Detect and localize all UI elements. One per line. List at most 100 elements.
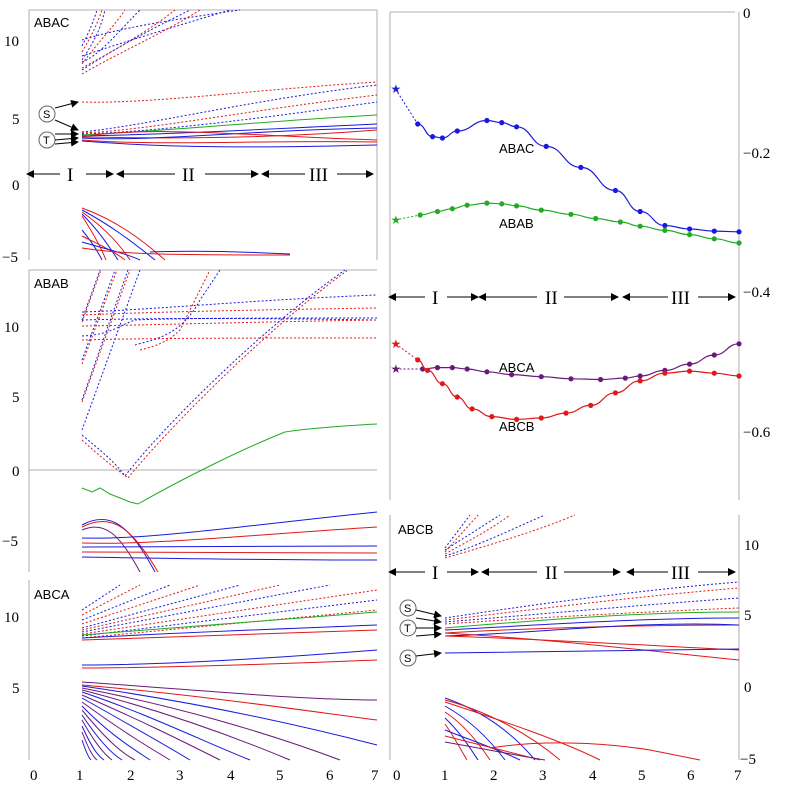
data-point-abab <box>434 208 441 215</box>
ytick-minus0.4: −0.4 <box>743 285 771 301</box>
negative-continuum <box>444 697 701 761</box>
region-arrows: I II III <box>26 165 374 186</box>
state-markers: S T S <box>399 599 442 667</box>
data-point-abac <box>686 226 693 232</box>
xtick-4: 4 <box>589 768 597 784</box>
data-point-abcb <box>538 415 544 421</box>
data-point-abcb <box>686 368 693 374</box>
x-axis-ticks: 0 1 2 3 4 5 6 7 <box>30 768 379 784</box>
ytick-0: 0 <box>744 680 752 696</box>
curve-leadin-abab <box>395 214 421 221</box>
curve-abcb <box>417 359 740 421</box>
state-markers: S T <box>38 99 79 149</box>
data-point-abcb <box>711 370 717 376</box>
curve-label-abcb: ABCB <box>499 419 534 434</box>
ytick-minus0.6: −0.6 <box>743 425 771 441</box>
curve-label-abab: ABAB <box>499 216 534 231</box>
ytick-5: 5 <box>744 608 752 624</box>
data-point-abab <box>637 223 643 229</box>
data-point-abcb <box>489 414 495 420</box>
data-point-abcb <box>425 367 431 373</box>
data-point-abcb <box>454 394 460 400</box>
state-marker-s2 <box>399 649 417 667</box>
data-point-abab <box>711 236 717 242</box>
data-point-abca <box>538 374 544 380</box>
ytick-minus0.2: −0.2 <box>743 146 770 162</box>
green-level <box>81 423 378 505</box>
state-marker-s <box>399 599 417 617</box>
region-label-ii: II <box>545 288 558 309</box>
xtick-7: 7 <box>734 768 742 784</box>
data-point-abac <box>513 124 520 130</box>
panel-label-abab: ABAB <box>34 276 69 291</box>
energy-curves: ★ ★ ★ ★ <box>390 82 742 422</box>
curve-labels: ABAC ABAB ABCA ABCB <box>499 141 535 434</box>
region-label-ii: II <box>182 165 195 186</box>
curve-leadin-abcb <box>395 343 419 361</box>
state-marker-t-label: T <box>404 623 411 635</box>
start-marker-abac: ★ <box>390 82 401 96</box>
negative-continuum <box>81 511 378 573</box>
data-point-abac <box>429 134 436 140</box>
negative-continuum <box>81 207 291 261</box>
data-point-abca <box>464 366 470 372</box>
curve-label-abca: ABCA <box>499 360 535 375</box>
data-point-abab <box>513 203 520 209</box>
region-arrows: I II III <box>388 563 736 584</box>
data-point-abab <box>568 211 574 217</box>
curve-abab <box>420 202 740 244</box>
data-point-abcb <box>736 373 742 379</box>
region-label-iii: III <box>309 165 328 186</box>
data-point-abac <box>578 164 584 170</box>
data-point-abca <box>449 365 455 371</box>
data-point-abca <box>434 365 441 371</box>
high-dotted-levels <box>81 9 241 75</box>
data-point-abcb <box>439 381 446 387</box>
region-label-i: I <box>67 165 73 186</box>
data-point-abca <box>509 372 515 378</box>
ytick-10: 10 <box>4 34 19 50</box>
data-point-abab <box>617 219 623 225</box>
state-marker-s-label: S <box>404 603 411 615</box>
state-marker-s-label: S <box>43 109 50 121</box>
data-point-abac <box>415 121 421 127</box>
xtick-3: 3 <box>176 768 184 784</box>
xtick-2: 2 <box>490 768 498 784</box>
data-point-abac <box>711 228 717 234</box>
data-point-abca <box>686 361 693 367</box>
data-point-abab <box>464 202 470 208</box>
data-point-abcb <box>612 390 619 396</box>
data-point-abca <box>711 352 717 358</box>
data-point-abac <box>499 120 505 126</box>
xtick-7: 7 <box>371 768 379 784</box>
region-label-ii: II <box>545 563 558 584</box>
xtick-5: 5 <box>276 768 284 784</box>
region-label-i: I <box>432 288 438 309</box>
xtick-4: 4 <box>227 768 235 784</box>
panel-abcb-spectrum: ABCB 10 5 0 −5 <box>388 514 759 784</box>
data-point-abab <box>499 201 505 207</box>
state-marker-s2-label: S <box>404 653 411 665</box>
data-point-abac <box>439 135 446 141</box>
ytick-minus5: −5 <box>2 250 18 266</box>
state-marker-s <box>38 105 56 123</box>
region-label-iii: III <box>671 563 690 584</box>
panel-abac-spectrum: ABAC 10 5 0 −5 <box>2 9 378 266</box>
mid-levels <box>81 611 378 669</box>
data-point-abca <box>484 369 490 375</box>
panel-abab-spectrum: ABAB 10 5 0 −5 <box>2 269 378 573</box>
start-marker-abcb: ★ <box>390 337 401 351</box>
data-point-abac <box>454 128 460 134</box>
state-marker-t-label: T <box>43 135 50 147</box>
data-point-abab <box>449 206 455 212</box>
data-point-abac <box>662 222 668 229</box>
data-point-abcb <box>588 402 594 408</box>
upper-dotted-levels <box>81 584 378 639</box>
region-label-i: I <box>432 563 438 584</box>
data-point-abcb <box>662 370 668 376</box>
start-marker-abca: ★ <box>390 362 401 376</box>
curve-leadin-abac <box>395 88 419 125</box>
region-arrows: I II III <box>388 288 736 309</box>
ytick-10: 10 <box>4 610 19 626</box>
ytick-0: 0 <box>743 6 751 22</box>
